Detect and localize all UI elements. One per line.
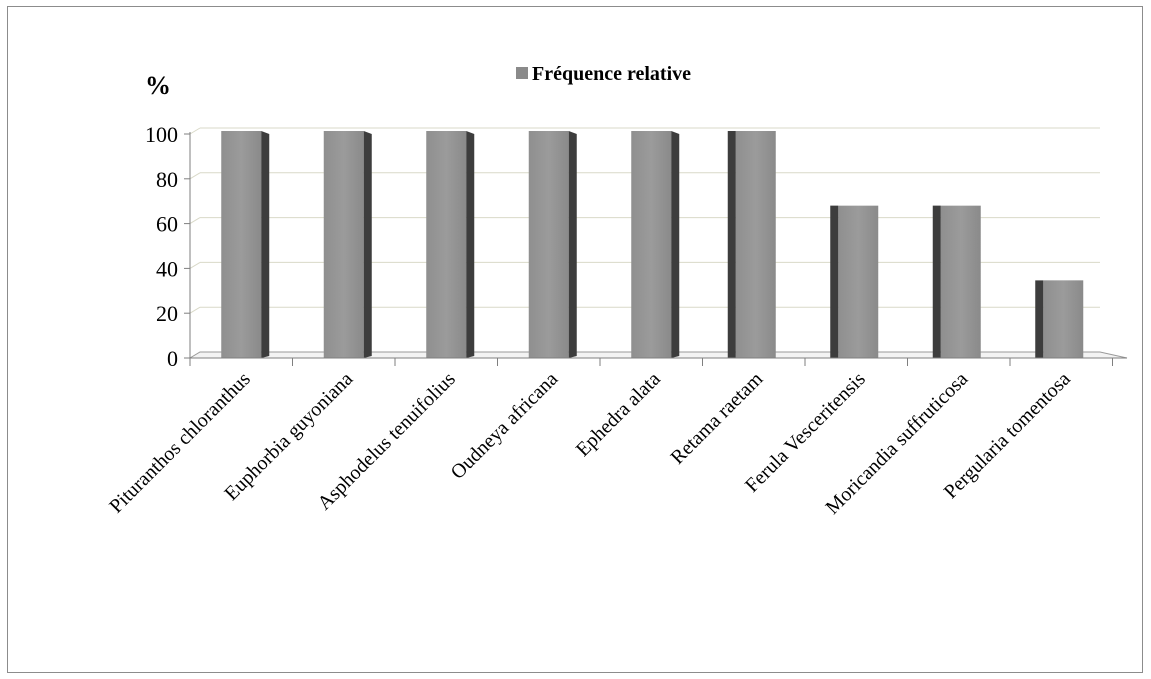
y-tick-label: 100	[145, 122, 178, 147]
bar	[830, 205, 879, 358]
bar-side	[830, 205, 839, 358]
y-tick-label: 80	[156, 167, 178, 192]
x-tick-label: Ephedra alata	[572, 368, 665, 461]
x-tick-label: Retama raetam	[667, 368, 768, 469]
bar-side	[727, 131, 736, 358]
bars	[221, 131, 1084, 358]
bar	[221, 131, 270, 358]
y-axis: 0 20 40 60 80 100	[145, 122, 191, 371]
bar-side	[671, 131, 680, 358]
bar-side	[932, 205, 941, 358]
gridline-depth	[189, 306, 201, 314]
x-tick-label: Oudneya africana	[447, 368, 563, 484]
bar-front	[1043, 280, 1084, 358]
y-tick-label: 0	[167, 346, 178, 371]
bar	[426, 131, 475, 358]
bar-front	[528, 131, 569, 358]
legend-label: Fréquence relative	[532, 63, 691, 85]
legend: Fréquence relative	[516, 63, 691, 85]
bar-front	[838, 205, 879, 358]
bar-front	[426, 131, 467, 358]
gridline-depth	[189, 217, 201, 225]
bar-front	[631, 131, 672, 358]
bar-side	[568, 131, 577, 358]
y-tick-label: 40	[156, 256, 178, 281]
bar-side	[466, 131, 475, 358]
bar-front	[735, 131, 776, 358]
gridline-depth	[189, 127, 201, 135]
y-axis-label: %	[145, 71, 171, 100]
bar-front	[221, 131, 262, 358]
y-tick-label: 20	[156, 301, 178, 326]
bar	[631, 131, 680, 358]
bar-side	[363, 131, 372, 358]
gridline-depth	[189, 261, 201, 269]
bar	[323, 131, 372, 358]
y-tick-label: 60	[156, 212, 178, 237]
gridline-depth	[189, 172, 201, 180]
legend-swatch	[516, 67, 528, 79]
bar-side	[261, 131, 270, 358]
bar	[932, 205, 981, 358]
bar-front	[323, 131, 364, 358]
bar-side	[1035, 280, 1044, 358]
bar	[1035, 280, 1084, 358]
bar	[727, 131, 776, 358]
bar	[528, 131, 577, 358]
bar-front	[940, 205, 981, 358]
